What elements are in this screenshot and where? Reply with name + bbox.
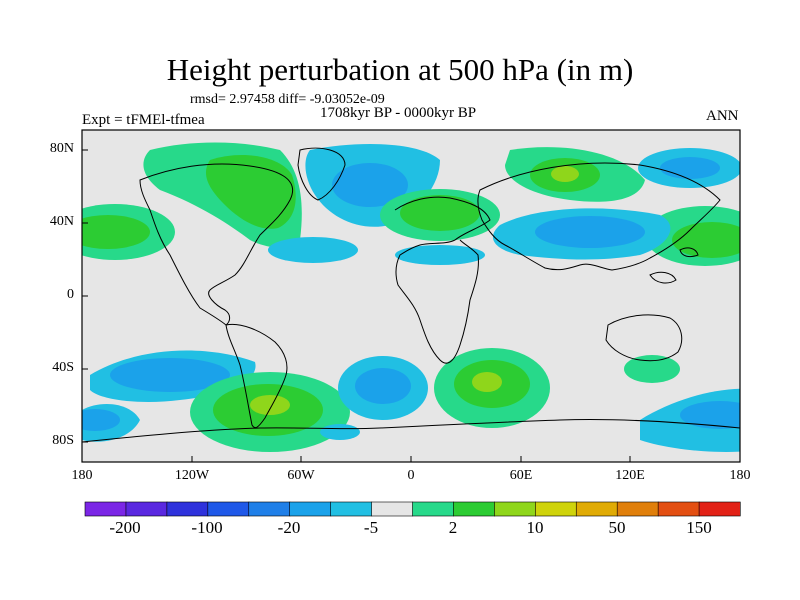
- colorbar-label: -200: [109, 518, 141, 537]
- colorbar-swatch: [616, 501, 659, 517]
- colorbar: [84, 501, 741, 517]
- lon-label-60w: 60W: [287, 468, 315, 483]
- coastlines: [82, 147, 740, 443]
- colorbar-label: 50: [608, 518, 626, 537]
- contour-blob: [268, 237, 358, 263]
- experiment-label: Expt = tFMEl-tfmea: [82, 112, 205, 128]
- colorbar-label: -20: [277, 518, 301, 537]
- contour-blob: [680, 401, 740, 429]
- contour-fields: [82, 142, 740, 452]
- colorbar-swatch: [494, 501, 536, 517]
- contour-blob: [400, 195, 480, 231]
- contour-blob: [395, 245, 485, 265]
- colorbar-label: -5: [363, 518, 379, 537]
- colorbar-label: -100: [191, 518, 223, 537]
- colorbar-swatch: [289, 501, 332, 517]
- lon-label-180w: 180: [71, 468, 93, 483]
- colorbar-swatch: [207, 501, 250, 517]
- lat-label-40n: 40N: [49, 214, 74, 229]
- contour-blob: [551, 166, 579, 182]
- contour-blob: [355, 368, 411, 404]
- colorbar-swatch: [453, 501, 495, 517]
- stats-line: rmsd= 2.97458 diff= -9.03052e-09: [190, 92, 385, 107]
- colorbar-swatch: [330, 501, 373, 517]
- colorbar-swatch: [248, 501, 291, 517]
- contour-blob: [535, 216, 645, 248]
- contour-blob: [660, 157, 720, 179]
- contour-blob: [82, 215, 150, 249]
- page-title: Height perturbation at 500 hPa (in m): [166, 52, 634, 87]
- lon-label-120w: 120W: [174, 468, 210, 483]
- colorbar-swatch: [371, 501, 414, 517]
- contour-blob: [320, 424, 360, 440]
- contour-blob: [110, 358, 230, 392]
- colorbar-swatch: [412, 501, 455, 517]
- colorbar-swatch: [166, 501, 209, 517]
- lon-label-0: 0: [407, 468, 415, 483]
- lat-label-80s: 80S: [52, 433, 74, 448]
- contour-blob: [472, 372, 502, 392]
- contour-blob: [250, 395, 290, 415]
- contour-blob: [205, 155, 296, 229]
- axis-ticks: [81, 149, 741, 462]
- colorbar-swatch: [657, 501, 700, 517]
- lat-label-0: 0: [67, 287, 74, 302]
- colorbar-label: 2: [448, 518, 458, 537]
- lat-label-80n: 80N: [49, 141, 74, 156]
- colorbar-swatch: [125, 501, 168, 517]
- lon-label-180e: 180: [729, 468, 751, 483]
- contour-blob: [82, 409, 120, 431]
- colorbar-swatch: [84, 501, 127, 517]
- period-label: 1708kyr BP - 0000kyr BP: [320, 105, 477, 121]
- colorbar-swatch: [575, 501, 618, 517]
- lon-label-120e: 120E: [615, 468, 645, 483]
- lon-label-60e: 60E: [509, 468, 533, 483]
- colorbar-label: 10: [526, 518, 544, 537]
- contour-blob: [332, 163, 408, 207]
- season-label: ANN: [706, 108, 739, 124]
- contour-blob: [624, 355, 680, 383]
- colorbar-swatch: [535, 501, 577, 517]
- colorbar-label: 150: [686, 518, 712, 537]
- lat-label-40s: 40S: [52, 360, 74, 375]
- colorbar-swatch: [698, 501, 741, 517]
